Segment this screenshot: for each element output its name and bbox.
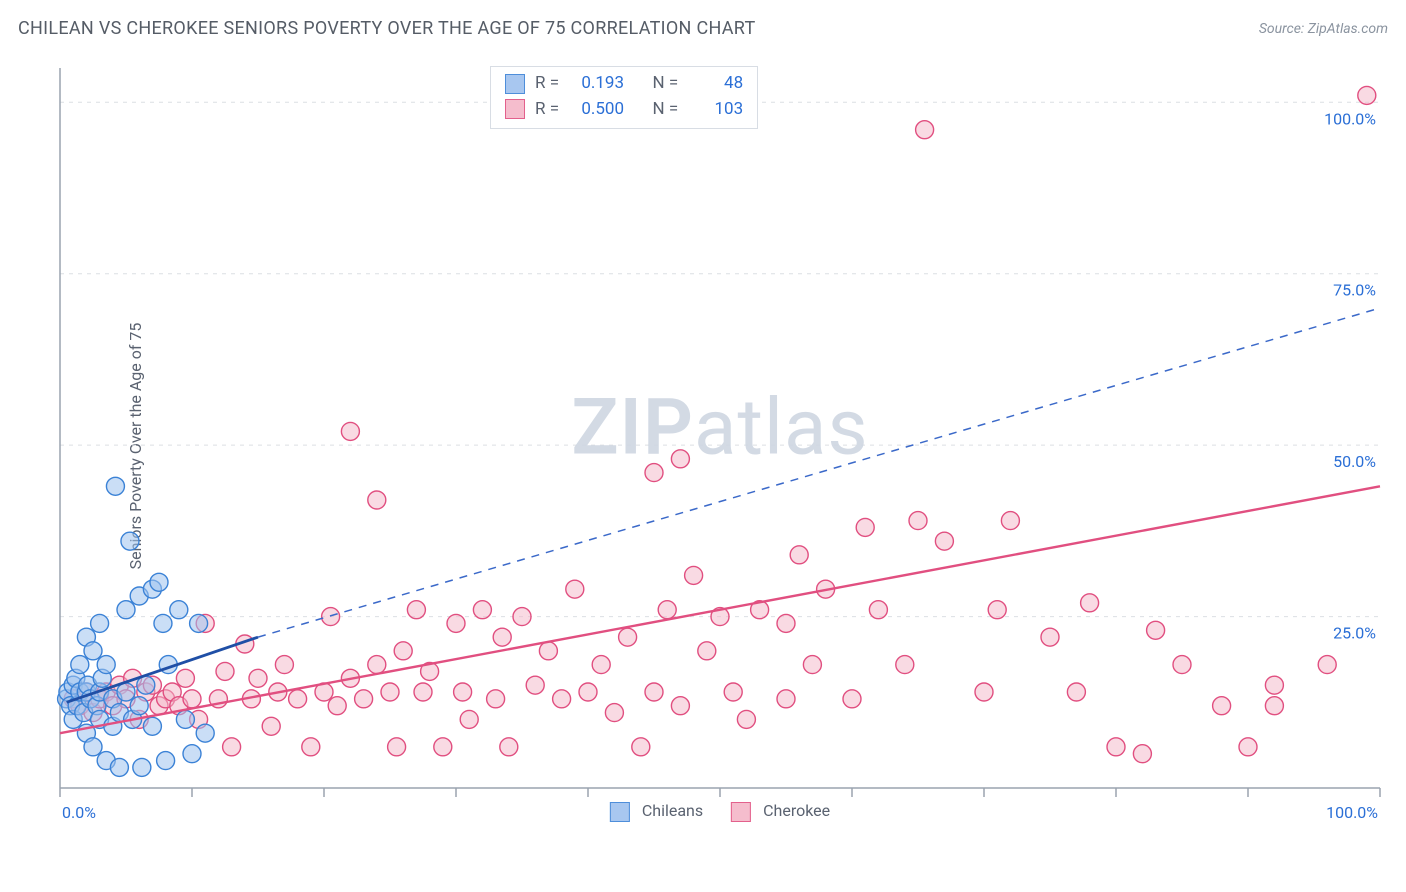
svg-text:25.0%: 25.0% bbox=[1333, 624, 1376, 643]
stats-row-chileans: R = 0.193 N = 48 bbox=[505, 71, 743, 97]
legend-item-chileans: Chileans bbox=[610, 801, 703, 822]
swatch-chileans bbox=[505, 74, 525, 94]
header: CHILEAN VS CHEROKEE SENIORS POVERTY OVER… bbox=[18, 18, 1388, 39]
plot-area: 25.0%50.0%75.0%100.0%0.0%100.0% ZIPatlas… bbox=[50, 58, 1390, 828]
svg-text:100.0%: 100.0% bbox=[1324, 109, 1376, 128]
stats-legend: R = 0.193 N = 48 R = 0.500 N = 103 bbox=[490, 66, 758, 129]
source-label: Source: ZipAtlas.com bbox=[1259, 21, 1388, 37]
scatter-chart: 25.0% 50.0% 75.0% 100.0% 0.0% 100.0% bbox=[50, 58, 1390, 828]
swatch-cherokee-b bbox=[731, 802, 751, 822]
svg-text:0.0%: 0.0% bbox=[62, 803, 96, 822]
svg-text:100.0%: 100.0% bbox=[1326, 803, 1378, 822]
svg-text:50.0%: 50.0% bbox=[1333, 452, 1376, 471]
svg-text:75.0%: 75.0% bbox=[1333, 281, 1376, 300]
legend-item-cherokee: Cherokee bbox=[731, 801, 830, 822]
swatch-chileans-b bbox=[610, 802, 630, 822]
chart-title: CHILEAN VS CHEROKEE SENIORS POVERTY OVER… bbox=[18, 18, 756, 39]
swatch-cherokee bbox=[505, 99, 525, 119]
stats-row-cherokee: R = 0.500 N = 103 bbox=[505, 97, 743, 123]
series-legend: Chileans Cherokee bbox=[610, 801, 830, 822]
